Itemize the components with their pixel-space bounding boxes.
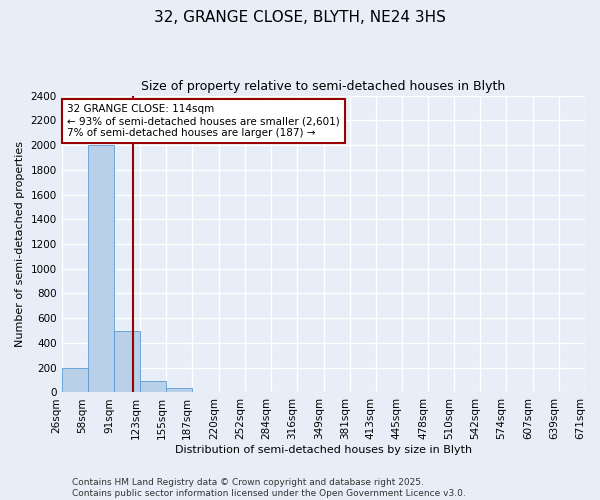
Bar bbox=[140, 382, 166, 392]
Y-axis label: Number of semi-detached properties: Number of semi-detached properties bbox=[15, 141, 25, 347]
Text: 32, GRANGE CLOSE, BLYTH, NE24 3HS: 32, GRANGE CLOSE, BLYTH, NE24 3HS bbox=[154, 10, 446, 25]
Text: 32 GRANGE CLOSE: 114sqm
← 93% of semi-detached houses are smaller (2,601)
7% of : 32 GRANGE CLOSE: 114sqm ← 93% of semi-de… bbox=[67, 104, 340, 138]
Bar bbox=[62, 368, 88, 392]
Bar bbox=[115, 330, 140, 392]
Bar bbox=[88, 145, 115, 392]
X-axis label: Distribution of semi-detached houses by size in Blyth: Distribution of semi-detached houses by … bbox=[175, 445, 472, 455]
Bar bbox=[166, 388, 192, 392]
Text: Contains HM Land Registry data © Crown copyright and database right 2025.
Contai: Contains HM Land Registry data © Crown c… bbox=[72, 478, 466, 498]
Title: Size of property relative to semi-detached houses in Blyth: Size of property relative to semi-detach… bbox=[141, 80, 505, 93]
